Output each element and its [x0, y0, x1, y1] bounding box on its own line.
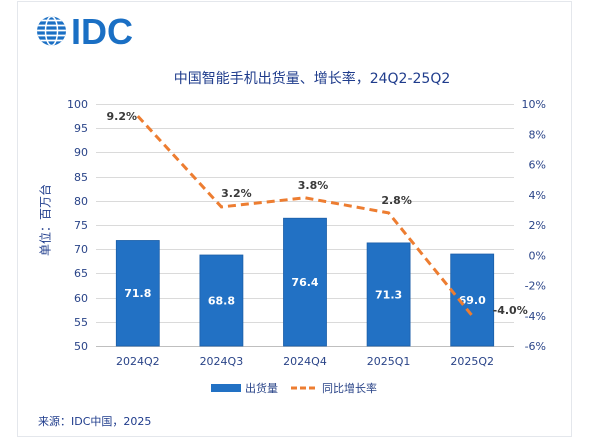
x-tick-label: 2025Q2 [450, 355, 494, 368]
bar [366, 242, 411, 347]
y2-tick-label: 6% [529, 159, 546, 172]
line-value-label: 3.8% [298, 179, 329, 192]
y2-tick-label: -4% [525, 310, 546, 323]
y-tick-label: 60 [74, 292, 88, 305]
legend-label-shipments: 出货量 [245, 381, 278, 395]
bar [199, 254, 244, 347]
y-tick-label: 80 [74, 195, 88, 208]
right-axis-ticks: 10% 8% 6% 4% 2% 0% -2% -4% -6% [522, 98, 546, 353]
x-tick-label: 2024Q3 [200, 355, 244, 368]
y-tick-label: 100 [67, 98, 88, 111]
legend-label-growth: 同比增长率 [322, 381, 377, 395]
line-value-label: -4.0% [493, 304, 528, 317]
x-axis-ticks: 2024Q2 2024Q3 2024Q4 2025Q1 2025Q2 [116, 355, 494, 368]
bar-value-label: 68.8 [208, 295, 235, 308]
idc-logo-text: IDC [71, 11, 133, 52]
legend-swatch-bar [211, 384, 241, 392]
y-tick-label: 95 [74, 122, 88, 135]
y2-tick-label: 10% [522, 98, 546, 111]
bar-value-label: 69.0 [459, 294, 486, 307]
y-tick-label: 50 [74, 340, 88, 353]
bar [283, 217, 327, 347]
bar [115, 240, 160, 347]
y-tick-label: 70 [74, 243, 88, 256]
line-value-label: 3.2% [221, 187, 252, 200]
bar-value-label: 71.8 [124, 287, 151, 300]
bar-value-label: 76.4 [291, 276, 318, 289]
y2-tick-label: -2% [525, 280, 546, 293]
x-tick-label: 2024Q4 [283, 355, 327, 368]
bar-value-labels: 71.8 68.8 76.4 71.3 69.0 [124, 276, 486, 307]
chart-frame [17, 1, 572, 437]
x-tick-label: 2025Q1 [367, 355, 411, 368]
legend: 出货量 同比增长率 [211, 381, 377, 395]
growth-line [136, 115, 474, 317]
y-tick-label: 90 [74, 146, 88, 159]
y2-tick-label: 4% [529, 189, 546, 202]
idc-globe-icon [37, 16, 66, 46]
line-value-labels: 9.2% 3.2% 3.8% 2.8% -4.0% [107, 110, 528, 317]
line-value-label: 9.2% [107, 110, 138, 123]
line-value-label: 2.8% [381, 194, 412, 207]
y-axis-label: 单位：百万台 [38, 184, 53, 256]
bar-value-label: 71.3 [375, 288, 402, 301]
left-axis-ticks: 100 95 90 85 80 75 70 65 60 55 50 [67, 98, 88, 353]
y-tick-label: 75 [74, 219, 88, 232]
y-tick-label: 55 [74, 316, 88, 329]
y-tick-label: 85 [74, 171, 88, 184]
chart-title: 中国智能手机出货量、增长率，24Q2-25Q2 [174, 70, 451, 87]
line-series [136, 115, 474, 317]
y-tick-label: 65 [74, 267, 88, 280]
x-tick-label: 2024Q2 [116, 355, 160, 368]
y2-tick-label: -6% [525, 340, 546, 353]
source-note: 来源：IDC中国，2025 [38, 414, 151, 428]
idc-logo: IDC [37, 11, 133, 52]
y2-tick-label: 8% [529, 128, 546, 141]
y2-tick-label: 2% [529, 219, 546, 232]
y2-tick-label: 0% [529, 249, 546, 262]
